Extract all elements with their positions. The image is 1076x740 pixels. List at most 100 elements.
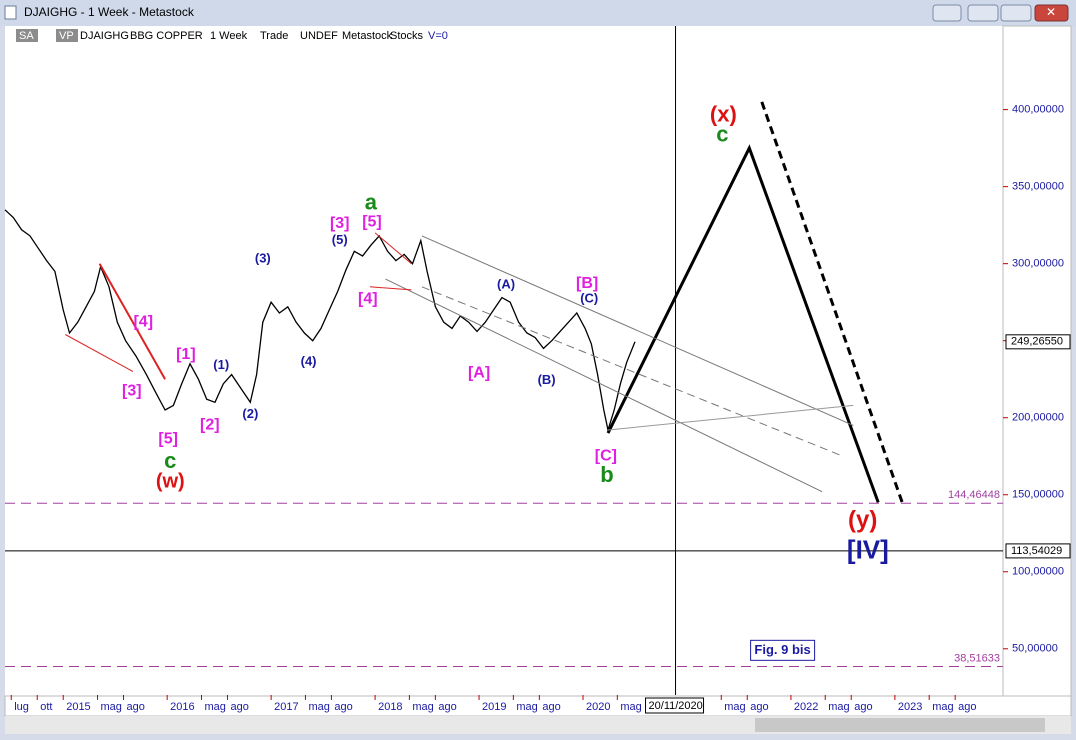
x-tick-label: ago xyxy=(230,701,248,713)
wave-label: [3] xyxy=(122,383,142,400)
x-tick-label: mag xyxy=(516,701,537,713)
level-label: 38,51633 xyxy=(954,652,1000,664)
toolbar-item[interactable]: 1 Week xyxy=(210,30,248,42)
chart-panel xyxy=(5,26,1071,696)
wave-label: (2) xyxy=(242,406,258,421)
y-tick-label: 400,00000 xyxy=(1012,104,1064,116)
trendline xyxy=(369,286,412,291)
restore-button[interactable] xyxy=(932,4,962,22)
wave-label: [2] xyxy=(200,417,220,434)
wave-label: [IV] xyxy=(847,535,889,565)
wave-label: (1) xyxy=(213,357,229,372)
level-label: 144,46448 xyxy=(948,489,1000,501)
wave-label: (B) xyxy=(538,372,556,387)
x-tick-label: ott xyxy=(40,701,52,713)
plot: 50,00000100,00000150,00000200,00000250,0… xyxy=(4,26,1071,714)
y-tick-label: 200,00000 xyxy=(1012,412,1064,424)
wave-label: (w) xyxy=(156,471,185,493)
trendline xyxy=(421,235,854,426)
trendline xyxy=(385,278,823,493)
wave-label: (3) xyxy=(255,250,271,265)
y-tick-label: 100,00000 xyxy=(1012,566,1064,578)
x-tick-label: lug xyxy=(14,701,29,713)
x-tick-label: mag xyxy=(101,701,122,713)
x-tick-label: 2015 xyxy=(66,701,90,713)
wave-label: c xyxy=(164,448,176,473)
crosshair-y-box xyxy=(1005,543,1071,559)
wave-label: (C) xyxy=(580,291,598,306)
crosshair-y-label: 113,54029 xyxy=(1011,545,1062,557)
wave-label: c xyxy=(716,122,728,147)
y-tick-label: 300,00000 xyxy=(1012,258,1064,270)
wave-label: [5] xyxy=(158,430,178,447)
x-tick-label: ago xyxy=(854,701,872,713)
x-tick-label: 2016 xyxy=(170,701,194,713)
maximize-button[interactable] xyxy=(1000,4,1032,22)
wave-label: (x) xyxy=(710,102,737,127)
toolbar-item: V=0 xyxy=(428,30,448,42)
toolbar-item[interactable]: VP xyxy=(59,30,74,42)
wave-label: (5) xyxy=(332,232,348,247)
app-icon xyxy=(4,5,17,20)
last-price-label: 249,26550 xyxy=(1011,336,1063,348)
crosshair-x-label: 20/11/2020 xyxy=(649,700,703,712)
wave-label: [B] xyxy=(576,275,598,292)
toolbar-item: Metastock xyxy=(342,30,393,42)
x-tick-label: ago xyxy=(750,701,768,713)
x-tick-label: mag xyxy=(308,701,329,713)
x-tick-label: 2018 xyxy=(378,701,402,713)
trendline xyxy=(65,334,134,372)
close-button[interactable] xyxy=(1034,4,1069,22)
toolbar-button[interactable] xyxy=(56,29,78,42)
wave-label: (A) xyxy=(497,277,515,292)
wave-label: [3] xyxy=(330,215,350,232)
y-axis-panel xyxy=(1002,25,1072,697)
x-tick-label: 2023 xyxy=(898,701,922,713)
x-tick-label: 2019 xyxy=(482,701,506,713)
last-price-box xyxy=(1005,334,1071,350)
toolbar-item[interactable]: BBG COPPER xyxy=(130,30,203,42)
wave-label: [C] xyxy=(595,447,617,464)
x-tick-label: mag xyxy=(828,701,849,713)
wave-label: (y) xyxy=(848,506,877,533)
y-tick-label: 150,00000 xyxy=(1012,489,1064,501)
wave-label: [4] xyxy=(358,290,378,307)
trendline xyxy=(374,232,412,265)
note-box xyxy=(750,639,816,661)
title-bar xyxy=(0,0,1076,26)
x-tick-label: ago xyxy=(958,701,976,713)
x-tick-label: ago xyxy=(334,701,352,713)
toolbar-button[interactable] xyxy=(16,29,38,42)
wave-label: [4] xyxy=(133,313,153,330)
x-tick-label: 2020 xyxy=(586,701,610,713)
close-icon: ✕ xyxy=(1046,5,1056,19)
x-tick-label: ago xyxy=(438,701,456,713)
x-tick-label: mag xyxy=(724,701,745,713)
price-line xyxy=(4,209,636,433)
x-tick-label: 2017 xyxy=(274,701,298,713)
x-tick-label: mag xyxy=(932,701,953,713)
x-tick-label: mag xyxy=(412,701,433,713)
toolbar-item[interactable]: SA xyxy=(19,30,34,42)
x-tick-label: 2022 xyxy=(794,701,818,713)
minimize-button[interactable] xyxy=(967,4,999,22)
toolbar: SA VP DJAIGHG BBG COPPER 1 Week Trade UNDEF Met… xyxy=(16,29,448,42)
trendline xyxy=(760,101,904,503)
toolbar-item[interactable]: DJAIGHG xyxy=(80,30,129,42)
wave-label: a xyxy=(365,189,378,214)
x-tick-label: ago xyxy=(127,701,145,713)
x-tick-label: mag xyxy=(620,701,641,713)
toolbar-item: Stocks xyxy=(390,30,424,42)
crosshair-x-box xyxy=(645,697,705,714)
y-tick-label: 50,00000 xyxy=(1012,643,1058,655)
scroll-thumb[interactable] xyxy=(755,718,1045,732)
wave-label: [1] xyxy=(176,346,196,363)
trendline xyxy=(421,286,844,457)
note-text: Fig. 9 bis xyxy=(754,642,810,657)
y-tick-label: 350,00000 xyxy=(1012,181,1064,193)
toolbar-item: UNDEF xyxy=(300,30,338,42)
toolbar-item: Trade xyxy=(260,30,288,42)
wave-label: [A] xyxy=(468,364,490,381)
wave-label: [5] xyxy=(362,213,382,230)
